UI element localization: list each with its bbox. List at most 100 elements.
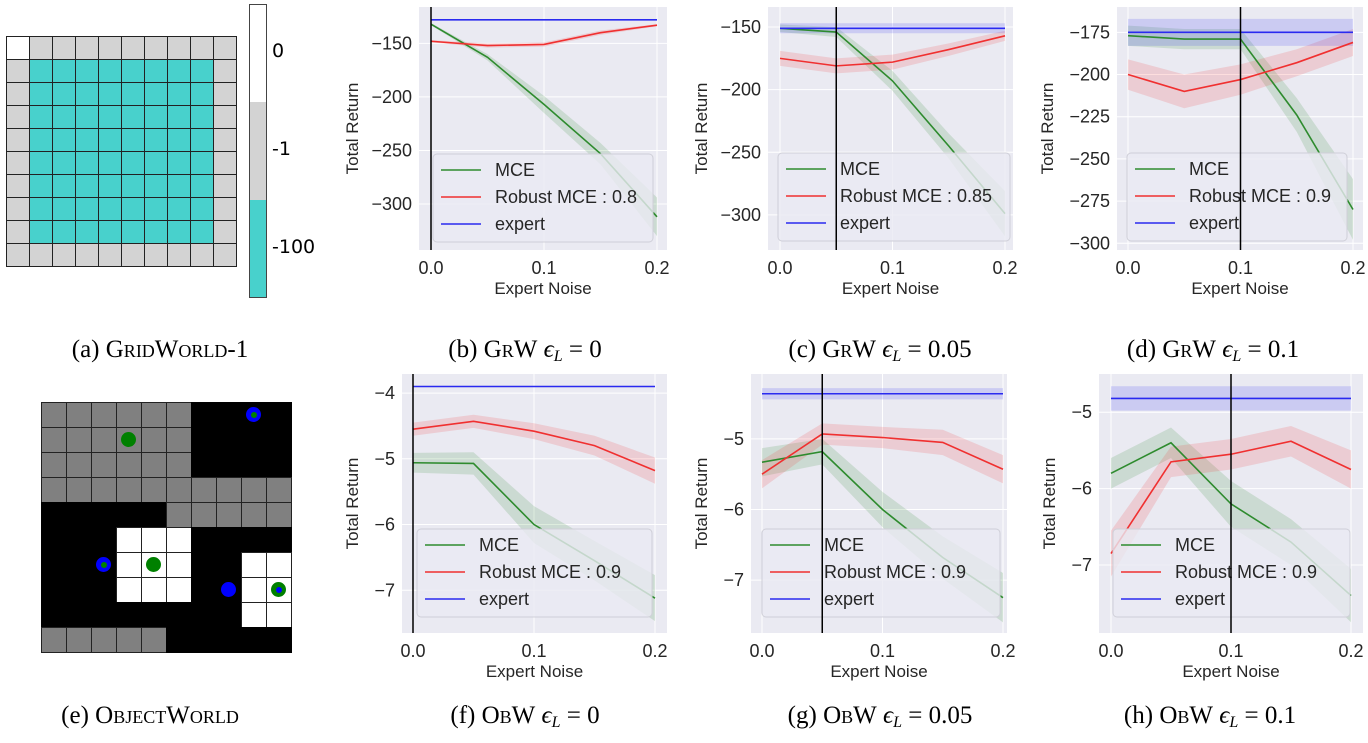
x-tick-label: 0.1 — [1228, 258, 1253, 278]
caption-subscript: L — [892, 348, 902, 365]
legend-label: MCE — [1175, 535, 1215, 555]
gridworld-grid — [6, 36, 237, 267]
caption-symbol: ϵ — [541, 702, 552, 729]
y-tick-label: −7 — [1071, 555, 1092, 575]
grid-cell — [266, 602, 292, 628]
y-tick-label: −250 — [1069, 149, 1110, 169]
grid-cell — [167, 36, 191, 60]
y-tick-label: −150 — [720, 17, 761, 37]
caption-symbol: ϵ — [882, 336, 893, 363]
chart-caption: (d) GrW ϵL = 0.1 — [1127, 336, 1299, 366]
grid-cell — [144, 243, 168, 267]
chart-0: 0.0 0.1 0.2 −150 −200 −250 −300 MCE Robust MCE :… — [343, 7, 670, 298]
series-line-1 — [779, 35, 1006, 67]
grid-cell — [190, 151, 214, 175]
grid-cell — [213, 128, 237, 152]
legend-label: expert — [840, 213, 890, 233]
y-tick-label: −250 — [371, 140, 412, 160]
y-axis-label: Total Return — [692, 83, 711, 175]
y-tick-label: −6 — [1071, 479, 1092, 499]
x-tick-label: 0.2 — [642, 641, 667, 661]
y-axis-label: Total Return — [1040, 458, 1059, 550]
grid-cell — [75, 105, 99, 129]
grid-cell — [166, 427, 192, 453]
object-marker — [246, 407, 261, 422]
caption-subscript: L — [553, 348, 563, 365]
grid-cell — [166, 402, 192, 428]
y-axis-label: Total Return — [692, 458, 711, 550]
caption-label: (h) — [1123, 702, 1154, 729]
legend-label: Robust MCE : 0.9 — [1189, 186, 1331, 206]
grid-cell — [141, 602, 167, 628]
colorbar-label: -100 — [272, 236, 316, 258]
legend-label: Robust MCE : 0.85 — [840, 186, 992, 206]
grid-cell — [213, 243, 237, 267]
series-line-1 — [412, 420, 656, 472]
grid-cell — [167, 128, 191, 152]
x-tick-label: 0.1 — [1218, 641, 1243, 661]
grid-cell — [266, 627, 292, 653]
chart-caption: (h) ObW ϵL = 0.1 — [1124, 702, 1296, 732]
objectworld-grid — [41, 402, 292, 653]
grid-cell — [213, 151, 237, 175]
grid-cell — [166, 602, 192, 628]
grid-cell — [216, 427, 242, 453]
grid-cell — [144, 197, 168, 221]
grid-cell — [213, 174, 237, 198]
grid-cell — [98, 105, 122, 129]
x-axis-label: Expert Noise — [1182, 662, 1279, 681]
y-tick-label: −300 — [371, 194, 412, 214]
legend-box — [416, 528, 653, 618]
object-marker — [146, 557, 161, 572]
caption-name: GrW — [483, 336, 538, 363]
grid-cell — [41, 402, 67, 428]
colorbar-label: -1 — [272, 138, 291, 160]
object-inner — [250, 411, 257, 418]
caption-label: (a) — [71, 336, 100, 363]
legend-label: MCE — [1189, 159, 1229, 179]
grid-cell — [121, 105, 145, 129]
caption-rhs: = 0.05 — [907, 336, 972, 363]
caption-name: GrW — [822, 336, 877, 363]
caption-rhs: = 0.05 — [908, 702, 973, 729]
x-tick-label: 0.1 — [531, 258, 556, 278]
grid-cell — [190, 128, 214, 152]
colorbar-label: 0 — [272, 40, 285, 62]
y-tick-label: −300 — [720, 205, 761, 225]
chart-3: 0.0 0.1 0.2 −4 −5 −6 −7 MCE Robust MCE : 0.9 expe… — [343, 374, 668, 681]
grid-cell — [166, 502, 192, 528]
x-tick-label: 0.2 — [1340, 258, 1365, 278]
legend-label: MCE — [495, 160, 535, 180]
x-axis-label: Expert Noise — [842, 279, 939, 298]
y-tick-label: −4 — [374, 383, 395, 403]
grid-cell — [190, 243, 214, 267]
grid-cell — [191, 427, 217, 453]
caption-name: GrW — [1162, 336, 1216, 363]
caption-rhs: = 0.1 — [1247, 336, 1300, 363]
y-tick-label: −200 — [1069, 65, 1110, 85]
legend-label: MCE — [824, 535, 864, 555]
grid-cell — [141, 627, 167, 653]
chart-caption: (c) GrW ϵL = 0.05 — [788, 336, 971, 366]
confidence-band-1 — [1111, 425, 1351, 577]
grid-cell — [52, 243, 76, 267]
series-line-1 — [761, 433, 1004, 475]
grid-cell — [144, 82, 168, 106]
grid-cell — [75, 243, 99, 267]
caption-symbol: ϵ — [543, 336, 554, 363]
series-line-1 — [430, 24, 658, 47]
chart-caption: (b) GrW ϵL = 0 — [448, 336, 601, 366]
grid-cell — [6, 36, 30, 60]
grid-cell — [121, 174, 145, 198]
x-tick-label: 0.2 — [1338, 641, 1363, 661]
chart-5: 0.0 0.1 0.2 −5 −6 −7 MCE Robust MCE : 0.9 expert… — [1040, 374, 1364, 681]
y-tick-label: −5 — [723, 429, 744, 449]
y-tick-label: −200 — [720, 80, 761, 100]
colorbar-segment — [250, 5, 266, 103]
caption-subscript: L — [1232, 348, 1242, 365]
grid-cell — [144, 128, 168, 152]
grid-cell — [29, 243, 53, 267]
caption-rhs: = 0 — [566, 702, 600, 729]
grid-cell — [167, 105, 191, 129]
legend-label: Robust MCE : 0.9 — [1175, 562, 1317, 582]
